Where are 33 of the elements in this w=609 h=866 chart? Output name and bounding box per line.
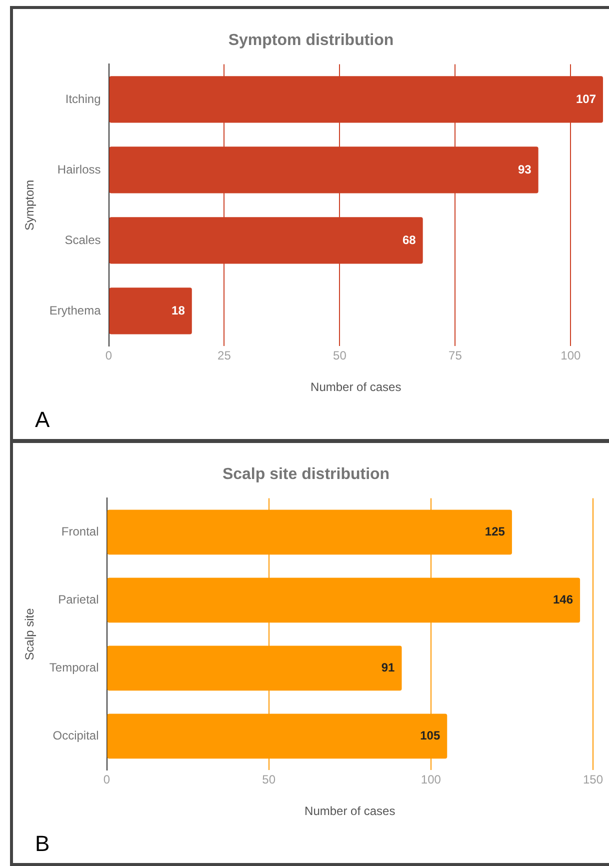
data-label: 68 <box>402 232 416 247</box>
text: B <box>35 831 50 857</box>
y-tick-label: Frontal <box>61 524 99 539</box>
data-label: 105 <box>420 728 440 743</box>
data-label: 146 <box>553 592 574 607</box>
x-tick-label: 75 <box>448 348 462 363</box>
data-label: 107 <box>576 92 596 106</box>
text: A <box>35 407 50 433</box>
data-label: 93 <box>518 162 532 176</box>
y-tick-label: Temporal <box>49 660 99 675</box>
x-tick-label: 100 <box>420 772 442 787</box>
y-tick-label: Occipital <box>52 728 99 743</box>
y-tick-label: Parietal <box>58 592 99 607</box>
x-tick-label: 50 <box>333 348 347 363</box>
y-axis-title: Scalp site <box>22 608 37 660</box>
y-axis-title: Symptom <box>22 180 37 231</box>
x-tick-label: 50 <box>262 772 276 787</box>
data-label: 18 <box>172 303 186 318</box>
x-tick-label: 25 <box>218 348 232 363</box>
y-tick-label: Itching <box>65 92 101 106</box>
x-tick-label: 100 <box>560 348 581 363</box>
chart-title: Symptom distribution <box>228 32 394 50</box>
data-label: 125 <box>484 524 506 539</box>
x-axis-title: Number of cases <box>310 380 402 394</box>
x-axis-title: Number of cases <box>304 804 396 818</box>
x-tick-label: 0 <box>105 348 112 363</box>
x-tick-label: 0 <box>103 772 110 787</box>
x-tick-label: 150 <box>582 772 604 787</box>
chart-title: Scalp site distribution <box>222 466 390 484</box>
y-tick-label: Scales <box>64 232 101 247</box>
y-tick-label: Erythema <box>49 303 102 318</box>
data-label: 91 <box>381 660 396 675</box>
y-tick-label: Hairloss <box>57 162 101 176</box>
